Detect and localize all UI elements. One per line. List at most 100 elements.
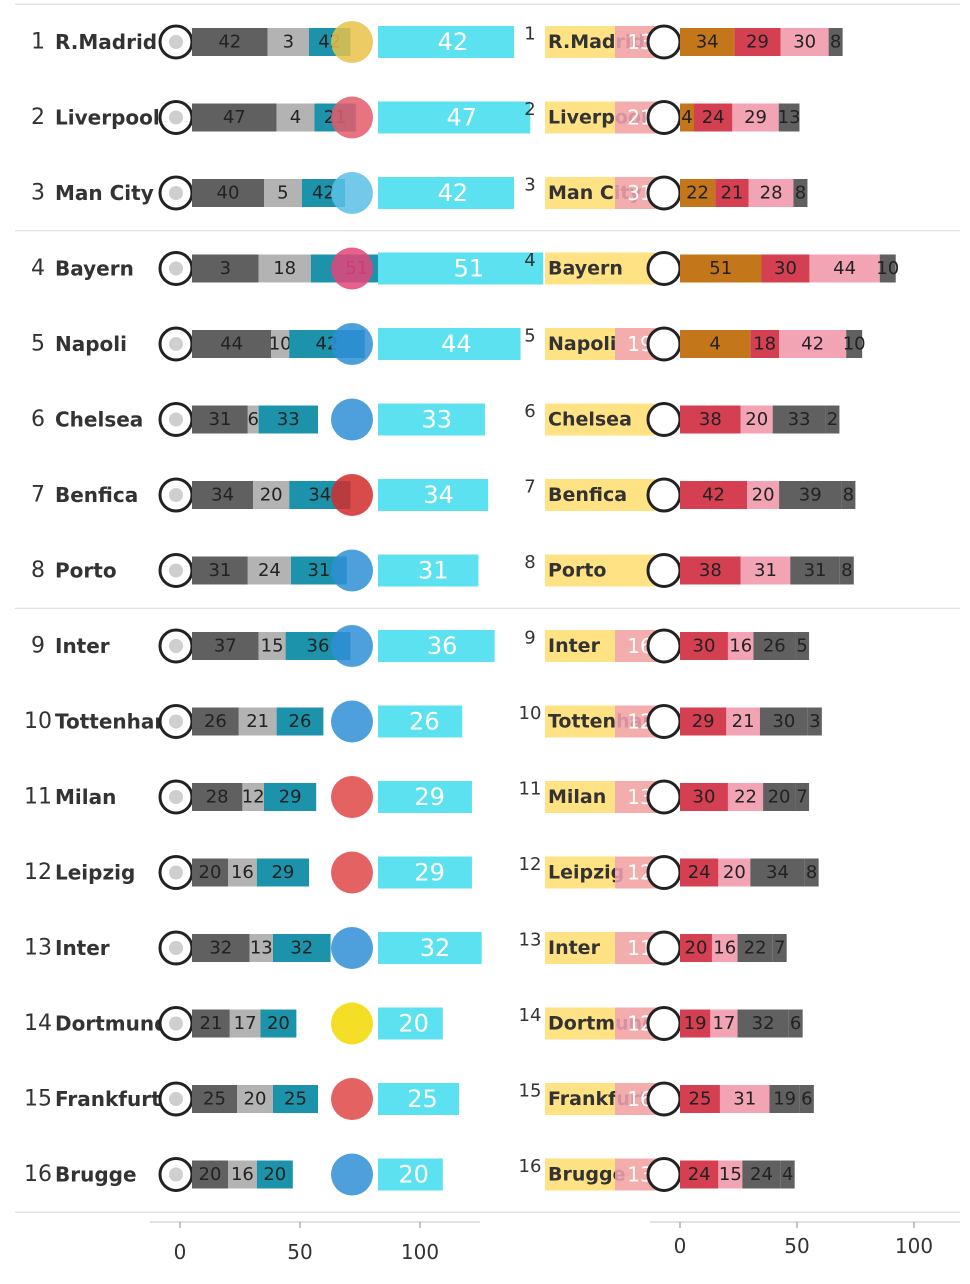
team-crest-inner	[169, 639, 183, 653]
left-bar-segment	[264, 179, 302, 207]
right-team-crest-icon	[646, 402, 682, 437]
club-badge-icon	[331, 21, 373, 63]
cyan-bar-label: 31	[418, 557, 449, 585]
right-team-label: Bayern	[548, 258, 623, 280]
right-bar-segment	[732, 103, 779, 132]
right-bar-label: 42	[702, 485, 725, 506]
right-bar-label: 10	[843, 334, 866, 355]
left-bar-segment	[192, 707, 239, 736]
right-bar-label: 22	[744, 938, 767, 959]
right-name-highlight	[545, 252, 655, 285]
right-bar-segment	[727, 632, 754, 660]
right-bar-segment	[879, 254, 896, 283]
cyan-bar	[378, 101, 531, 134]
right-bar-segment	[759, 707, 808, 736]
cyan-bar-label: 44	[441, 330, 472, 358]
club-badge-icon	[331, 927, 373, 969]
left-bar-label: 20	[260, 485, 283, 506]
left-bar-label: 15	[261, 636, 284, 657]
right-rank-label: 13	[519, 930, 542, 951]
left-bar-segment	[256, 858, 309, 887]
club-badge-icon	[331, 1078, 373, 1120]
cyan-bar-label: 26	[409, 708, 440, 736]
right-bar-segment	[718, 1160, 743, 1189]
right-bar-segment	[809, 254, 880, 283]
left-bar-segment	[192, 1009, 230, 1038]
cyan-bar-label: 34	[423, 481, 454, 509]
right-bar-label: 4	[681, 107, 692, 128]
right-bar-segment	[680, 934, 712, 962]
right-bar-label: 24	[750, 1164, 773, 1185]
left-bar-label: 17	[234, 1013, 257, 1034]
right-bar-segment	[748, 179, 794, 207]
left-bar-label: 31	[208, 409, 231, 430]
cyan-bar	[378, 1083, 459, 1115]
left-x-tick-label: 50	[287, 1240, 312, 1264]
right-bar-segment	[839, 556, 854, 585]
right-bar-label: 26	[763, 636, 786, 657]
right-bar-label: 29	[746, 32, 769, 53]
left-bar-label: 29	[279, 787, 302, 808]
right-bar-label: 20	[745, 409, 768, 430]
right-bar-segment	[763, 783, 796, 811]
left-bar-label: 16	[231, 862, 254, 883]
team-label: Man City	[55, 181, 154, 205]
right-bar-segment	[747, 481, 780, 509]
left-bar-segment	[258, 632, 286, 660]
cyan-bar	[378, 479, 489, 511]
cyan-bar-label: 29	[414, 783, 445, 811]
right-team-label: Leipzig	[548, 862, 624, 884]
right-rank-label: 14	[519, 1005, 542, 1026]
team-crest-inner	[169, 186, 183, 200]
right-bar-segment	[711, 934, 738, 962]
cyan-bar-label: 47	[446, 104, 477, 132]
team-crest-inner	[169, 35, 183, 49]
right-bar-label: 19	[684, 1013, 707, 1034]
left-bar-label: 34	[211, 485, 234, 506]
right-bar-label: 8	[795, 183, 806, 204]
right-rank-label: 2	[524, 99, 535, 120]
team-crest-inner	[169, 714, 183, 729]
rank-label: 12	[24, 860, 52, 885]
right-bar-segment	[726, 707, 760, 736]
left-bar-segment	[192, 103, 277, 132]
right-bar-label: 31	[804, 560, 827, 581]
team-label: Leipzig	[55, 861, 135, 885]
right-bar-segment	[680, 179, 716, 207]
left-bar-label: 6	[247, 409, 258, 430]
rank-label: 15	[24, 1087, 52, 1112]
left-bar-segment	[229, 1009, 261, 1038]
team-label: Chelsea	[55, 408, 143, 432]
left-bar-label: 32	[290, 938, 313, 959]
right-rank-label: 4	[524, 250, 535, 271]
team-label: Benfica	[55, 483, 138, 507]
right-bar-segment	[710, 1009, 738, 1038]
left-bar-label: 12	[242, 787, 265, 808]
right-team-crest-icon	[646, 704, 682, 739]
right-bar-segment	[680, 405, 741, 434]
right-bar-segment	[772, 405, 826, 434]
left-bar-segment	[192, 556, 248, 585]
rank-label: 3	[31, 181, 45, 206]
right-rank-label: 6	[524, 401, 535, 422]
left-bar-segment	[276, 707, 324, 736]
right-x-tick-label: 0	[674, 1234, 687, 1258]
right-rank-label: 12	[519, 854, 542, 875]
right-team-crest-icon	[646, 553, 682, 588]
team-label: R.Madrid	[55, 30, 157, 54]
right-team-crest-icon	[646, 251, 682, 286]
right-bar-segment	[740, 556, 791, 585]
left-bar-label: 20	[199, 1164, 222, 1185]
rank-label: 10	[24, 709, 52, 734]
right-bar-label: 30	[693, 787, 716, 808]
left-bar-label: 18	[273, 258, 296, 279]
right-team-crest-icon	[646, 1157, 682, 1192]
left-bar-label: 42	[218, 32, 241, 53]
right-team-label: Brugge	[548, 1164, 625, 1186]
cyan-bar	[378, 328, 521, 360]
cyan-bar	[378, 26, 515, 58]
left-bar-segment	[237, 1085, 273, 1113]
right-bar-label: 38	[699, 560, 722, 581]
left-bar-label: 31	[307, 560, 330, 581]
right-bar-label: 17	[712, 1013, 735, 1034]
